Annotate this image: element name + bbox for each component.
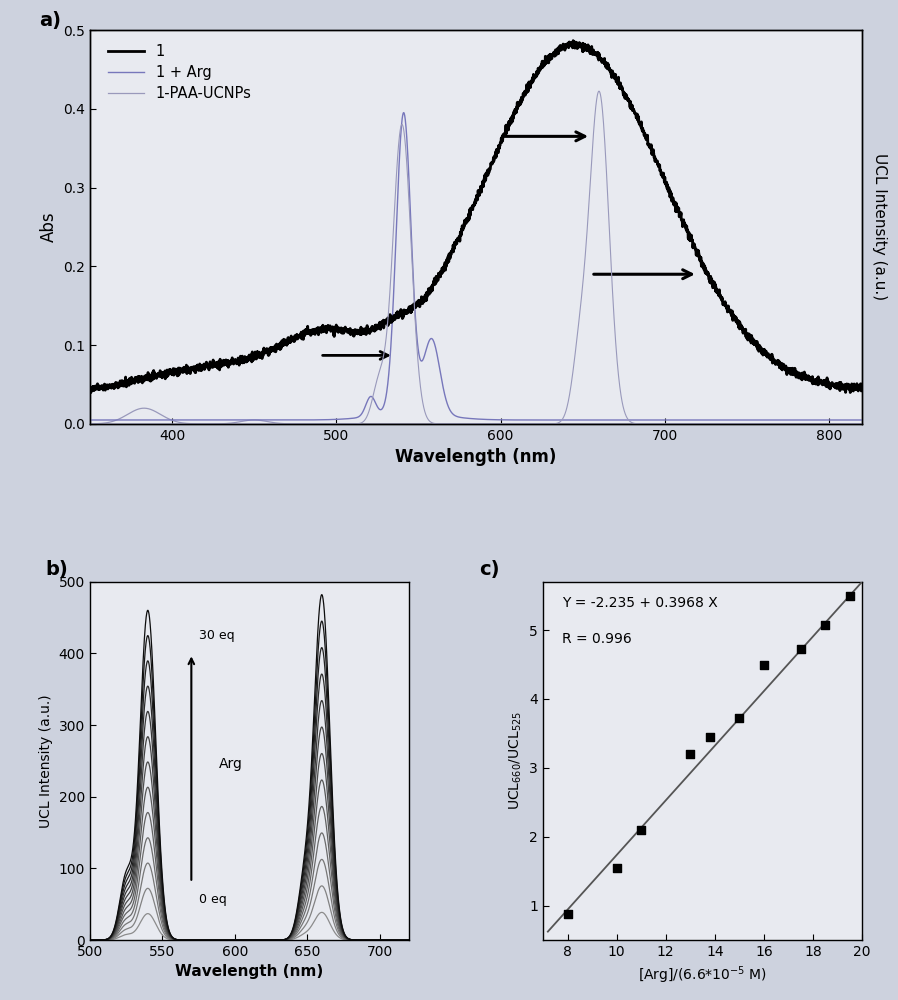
Text: R = 0.996: R = 0.996 [562, 632, 632, 646]
Point [842, 588, 857, 604]
X-axis label: Wavelength (nm): Wavelength (nm) [395, 448, 557, 466]
Legend: 1, 1 + Arg, 1-PAA-UCNPs: 1, 1 + Arg, 1-PAA-UCNPs [105, 41, 255, 104]
Point [703, 729, 718, 745]
Text: c): c) [480, 560, 499, 579]
Y-axis label: Abs: Abs [40, 212, 57, 242]
Text: Y = -2.235 + 0.3968 X: Y = -2.235 + 0.3968 X [562, 596, 718, 610]
Point [794, 641, 808, 657]
Point [683, 746, 698, 762]
Point [610, 860, 624, 876]
Y-axis label: UCL$_{660}$/UCL$_{525}$: UCL$_{660}$/UCL$_{525}$ [507, 712, 524, 810]
Y-axis label: UCL Intensity (a.u.): UCL Intensity (a.u.) [872, 153, 887, 301]
Point [732, 710, 746, 726]
Text: a): a) [40, 11, 62, 30]
Point [757, 657, 771, 673]
Text: Arg: Arg [219, 757, 242, 771]
Y-axis label: UCL Intensity (a.u.): UCL Intensity (a.u.) [39, 694, 53, 828]
Point [634, 822, 648, 838]
X-axis label: [Arg]/(6.6*10$^{-5}$ M): [Arg]/(6.6*10$^{-5}$ M) [638, 964, 767, 986]
Text: b): b) [45, 560, 68, 579]
Text: 30 eq: 30 eq [198, 629, 234, 642]
Point [818, 617, 832, 633]
X-axis label: Wavelength (nm): Wavelength (nm) [175, 964, 323, 979]
Text: 0 eq: 0 eq [198, 893, 226, 906]
Point [560, 906, 575, 922]
